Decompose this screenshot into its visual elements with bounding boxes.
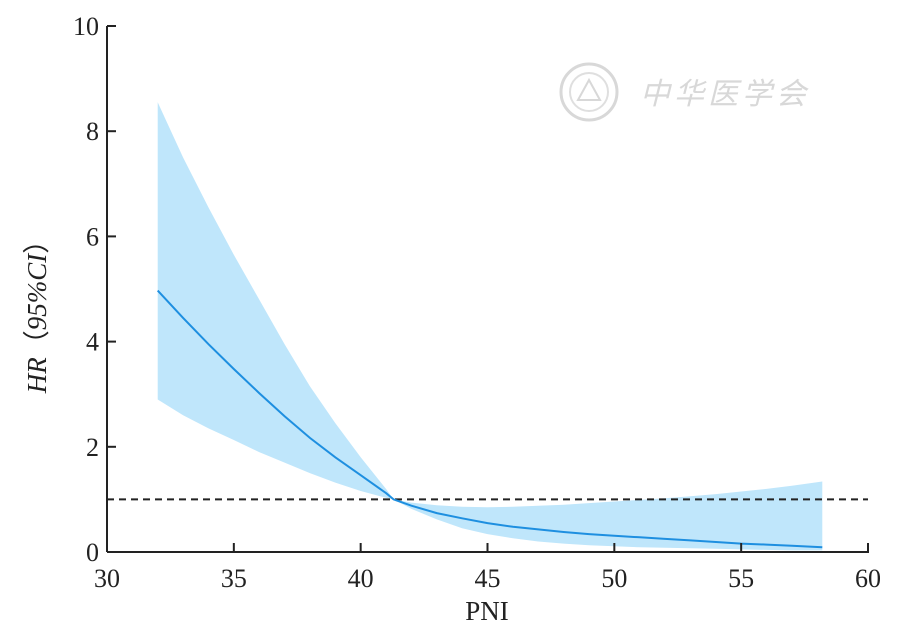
- x-tick-label: 45: [475, 564, 501, 593]
- watermark-seal-emblem-icon: [576, 77, 602, 101]
- y-tick-label: 8: [86, 117, 99, 146]
- watermark-text: 中华医学会: [640, 77, 810, 112]
- x-tick-label: 60: [855, 564, 881, 593]
- y-axis-title-hr: HR: [22, 357, 52, 394]
- x-tick-label: 30: [94, 564, 120, 593]
- y-tick-label: 0: [86, 538, 99, 567]
- watermark-logo: 中华医学会: [559, 62, 810, 122]
- confidence-band-layer: [157, 102, 823, 551]
- x-tick-label: 50: [601, 564, 627, 593]
- watermark-seal-inner-icon: [569, 72, 609, 112]
- axes: [106, 25, 869, 553]
- y-tick-label: 4: [86, 328, 99, 357]
- x-axis-title: PNI: [465, 596, 509, 626]
- x-tick-label: 35: [221, 564, 247, 593]
- watermark-seal-icon: [559, 62, 619, 122]
- y-tick-label: 2: [86, 433, 99, 462]
- y-axis-title-95pct: 95%: [22, 281, 52, 331]
- hr-curve-layer: [156, 289, 823, 549]
- y-axis-title-close-paren: ）: [22, 227, 52, 254]
- y-tick-label: 6: [86, 222, 99, 251]
- y-axis-title: HR（95%CI）: [22, 227, 52, 395]
- x-tick-label: 55: [728, 564, 754, 593]
- y-axis-title-open-paren: （: [22, 330, 52, 357]
- hr-curve: [156, 289, 823, 549]
- confidence-band: [157, 102, 823, 551]
- x-tick-label: 40: [348, 564, 374, 593]
- y-axis-title-ci: CI: [22, 252, 52, 281]
- tick-labels: 30 35 40 45 50 55 60 0 2 4 6 8 10: [73, 12, 881, 593]
- y-tick-label: 10: [73, 12, 99, 41]
